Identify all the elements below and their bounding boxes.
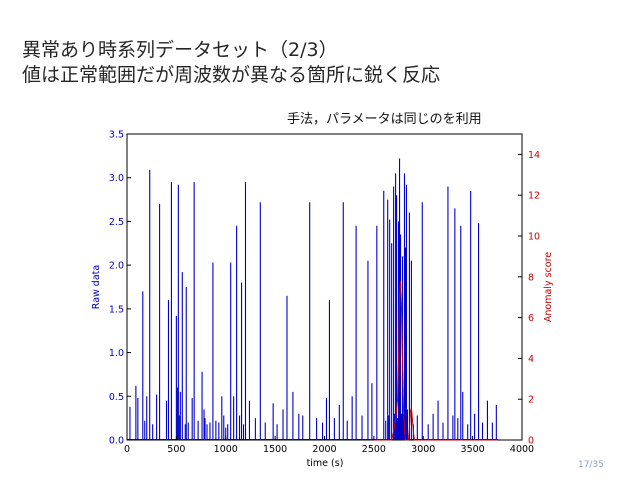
x-axis: 0 500 1000 1500 2000 2500 3000 3500 4000: [124, 436, 534, 455]
x-axis-label: time (s): [307, 458, 344, 469]
y-tick-label: 1.5: [109, 304, 124, 315]
x-tick-label: 0: [124, 444, 130, 455]
y-tick-label: 1.0: [109, 348, 124, 359]
y-tick-label: 3.0: [109, 173, 124, 184]
x-tick-label: 3000: [411, 444, 435, 455]
y2-tick-label: 14: [528, 150, 540, 161]
y-tick-label: 3.5: [109, 130, 124, 141]
x-tick-label: 4000: [510, 444, 534, 455]
y2-tick-label: 0: [528, 436, 534, 447]
y2-tick-label: 12: [528, 191, 540, 202]
y2-axis-label: Anomaly score: [543, 252, 554, 322]
title-line-1: 異常あり時系列データセット（2/3）: [22, 39, 338, 61]
x-tick-label: 1000: [214, 444, 238, 455]
title-line-2: 値は正常範囲だが周波数が異なる箇所に鋭く反応: [22, 64, 441, 86]
y2-tick-label: 8: [528, 272, 534, 283]
y2-tick-label: 10: [528, 232, 540, 243]
page-number: 17/35: [578, 460, 604, 470]
x-tick-label: 2000: [312, 444, 336, 455]
y-axis-right: 0 2 4 6 8 10 12 14: [518, 150, 540, 447]
y2-tick-label: 2: [528, 395, 534, 406]
x-tick-label: 2500: [362, 444, 386, 455]
y2-tick-label: 6: [528, 313, 534, 324]
x-tick-label: 1500: [263, 444, 287, 455]
y-tick-label: 2.0: [109, 261, 124, 272]
raw-data-series: [127, 158, 499, 440]
x-tick-label: 500: [167, 444, 185, 455]
x-tick-label: 3500: [461, 444, 485, 455]
anomaly-score-series: [373, 280, 498, 441]
y2-tick-label: 4: [528, 354, 534, 365]
y-tick-label: 0.0: [109, 436, 124, 447]
method-note: 手法，パラメータは同じのを利用: [287, 112, 482, 127]
y-tick-label: 0.5: [109, 392, 124, 403]
y-axis-left: 0.0 0.5 1.0 1.5 2.0 2.5 3.0 3.5: [109, 130, 131, 447]
y-tick-label: 2.5: [109, 217, 124, 228]
y-axis-label: Raw data: [91, 265, 102, 309]
slide-title: 異常あり時系列データセット（2/3） 値は正常範囲だが周波数が異なる箇所に鋭く反…: [22, 38, 440, 88]
